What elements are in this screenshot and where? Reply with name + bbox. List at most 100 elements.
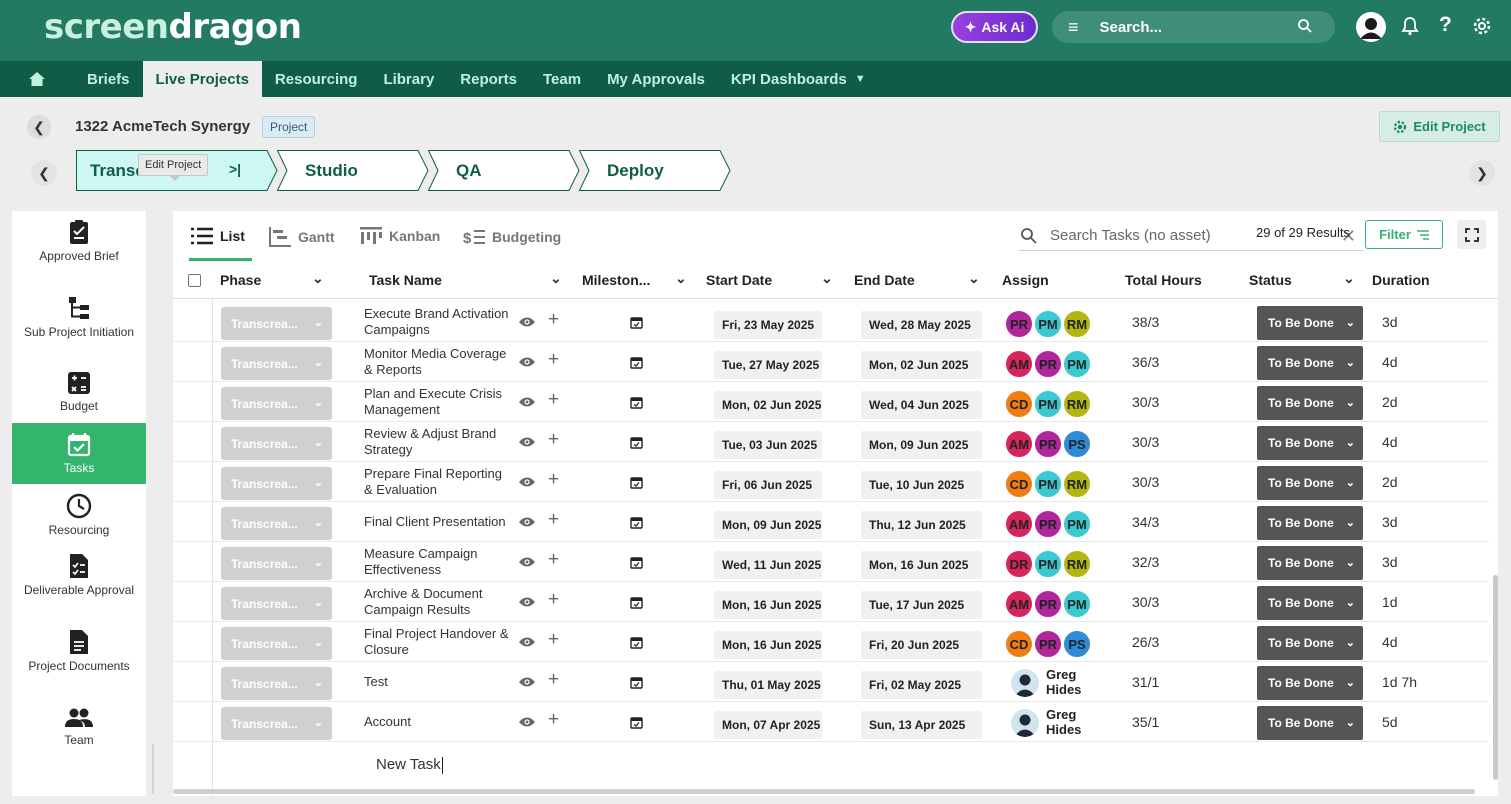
assignee-avatar[interactable]: CD bbox=[1005, 630, 1033, 658]
global-search-input[interactable]: Search... bbox=[1099, 18, 1163, 36]
assignee-avatar[interactable]: AM bbox=[1005, 430, 1033, 458]
nav-kpi-dashboards[interactable]: KPI Dashboards ▼ bbox=[718, 61, 879, 97]
chevron-down-icon[interactable]: ⌄ bbox=[675, 270, 687, 286]
eye-icon[interactable] bbox=[518, 675, 536, 693]
milestone-calendar-icon[interactable] bbox=[630, 316, 643, 334]
col-end-date[interactable]: End Date ⌄ bbox=[854, 270, 980, 288]
status-dropdown[interactable]: To Be Done ⌄ bbox=[1257, 666, 1363, 700]
tab-gantt[interactable]: Gantt bbox=[269, 227, 335, 247]
assignee-avatar[interactable]: PR bbox=[1034, 630, 1062, 658]
table-row[interactable]: Transcrea... ⌄ Measure Campaign Effectiven… bbox=[173, 542, 1489, 582]
assignee-avatar[interactable]: PM bbox=[1034, 310, 1062, 338]
chevron-down-icon[interactable]: ⌄ bbox=[968, 270, 980, 286]
global-search[interactable]: ≡ Search... bbox=[1052, 11, 1335, 43]
nav-reports[interactable]: Reports bbox=[460, 70, 517, 88]
nav-briefs[interactable]: Briefs bbox=[87, 70, 130, 88]
assignee-avatar[interactable]: PR bbox=[1034, 430, 1062, 458]
menu-icon[interactable]: ≡ bbox=[1068, 16, 1079, 37]
start-date[interactable]: Tue, 27 May 2025 bbox=[714, 351, 822, 379]
assignee-list[interactable]: AM PR PM bbox=[1005, 510, 1092, 538]
table-row[interactable]: Transcrea... ⌄ Review & Adjust Brand Strat… bbox=[173, 422, 1489, 462]
phase-dropdown[interactable]: Transcrea... ⌄ bbox=[221, 467, 332, 500]
assignee-avatar[interactable]: AM bbox=[1005, 510, 1033, 538]
assignee-avatar[interactable]: PM bbox=[1063, 510, 1091, 538]
add-subtask-icon[interactable]: + bbox=[548, 709, 560, 730]
milestone-calendar-icon[interactable] bbox=[630, 716, 643, 734]
ask-ai-button[interactable]: ✦ Ask Ai bbox=[951, 11, 1038, 43]
task-name[interactable]: Final Project Handover & Closure bbox=[364, 626, 509, 657]
milestone-calendar-icon[interactable] bbox=[630, 596, 643, 614]
sidebar-item-approved-brief[interactable]: Approved Brief bbox=[12, 219, 146, 264]
phase-dropdown[interactable]: Transcrea... ⌄ bbox=[221, 307, 332, 340]
col-assign[interactable]: Assign bbox=[1002, 272, 1049, 288]
table-row[interactable]: Transcrea... ⌄ Final Project Handover & Cl… bbox=[173, 622, 1489, 662]
new-task-input[interactable]: New Task bbox=[376, 756, 443, 774]
eye-icon[interactable] bbox=[518, 595, 536, 613]
end-date[interactable]: Mon, 09 Jun 2025 bbox=[861, 431, 982, 459]
sidebar-item-tasks[interactable]: Tasks bbox=[12, 423, 146, 484]
nav-library[interactable]: Library bbox=[383, 70, 435, 88]
person-avatar[interactable] bbox=[1011, 709, 1039, 737]
col-start-date[interactable]: Start Date ⌄ bbox=[706, 270, 833, 288]
milestone-calendar-icon[interactable] bbox=[630, 396, 643, 414]
table-row[interactable]: Transcrea... ⌄ Archive & Document Campaign… bbox=[173, 582, 1489, 622]
task-name[interactable]: Archive & Document Campaign Results bbox=[364, 586, 483, 617]
clear-search-icon[interactable]: ✕ bbox=[1340, 226, 1356, 246]
assignee-avatar[interactable]: PM bbox=[1034, 470, 1062, 498]
end-date[interactable]: Tue, 10 Jun 2025 bbox=[861, 471, 982, 499]
assignee-list[interactable]: DR PM RM bbox=[1005, 550, 1092, 578]
sidebar-item-budget[interactable]: Budget bbox=[12, 371, 146, 414]
milestone-calendar-icon[interactable] bbox=[630, 356, 643, 374]
start-date[interactable]: Mon, 07 Apr 2025 bbox=[714, 711, 822, 739]
end-date[interactable]: Mon, 16 Jun 2025 bbox=[861, 551, 982, 579]
end-date[interactable]: Mon, 02 Jun 2025 bbox=[861, 351, 982, 379]
start-date[interactable]: Fri, 06 Jun 2025 bbox=[714, 471, 822, 499]
start-date[interactable]: Thu, 01 May 2025 bbox=[714, 671, 822, 699]
assignee-avatar[interactable]: RM bbox=[1063, 390, 1091, 418]
task-search[interactable]: Search Tasks (no asset) ✕ bbox=[1019, 221, 1363, 251]
status-dropdown[interactable]: To Be Done ⌄ bbox=[1257, 426, 1363, 460]
eye-icon[interactable] bbox=[518, 395, 536, 413]
end-date[interactable]: Wed, 28 May 2025 bbox=[861, 311, 982, 339]
add-subtask-icon[interactable]: + bbox=[548, 469, 560, 490]
milestone-calendar-icon[interactable] bbox=[630, 636, 643, 654]
start-date[interactable]: Mon, 02 Jun 2025 bbox=[714, 391, 822, 419]
phase-dropdown[interactable]: Transcrea... ⌄ bbox=[221, 627, 332, 660]
status-dropdown[interactable]: To Be Done ⌄ bbox=[1257, 586, 1363, 620]
assignee-avatar[interactable]: CD bbox=[1005, 470, 1033, 498]
back-button[interactable]: ❮ bbox=[27, 115, 51, 139]
table-row[interactable]: Transcrea... ⌄ Monitor Media Coverage & Re… bbox=[173, 342, 1489, 382]
table-row[interactable]: Transcrea... ⌄ Prepare Final Reporting & E… bbox=[173, 462, 1489, 502]
add-subtask-icon[interactable]: + bbox=[548, 669, 560, 690]
task-name[interactable]: Measure Campaign Effectiveness bbox=[364, 546, 478, 577]
search-icon[interactable] bbox=[1297, 18, 1313, 34]
eye-icon[interactable] bbox=[518, 355, 536, 373]
end-date[interactable]: Tue, 17 Jun 2025 bbox=[861, 591, 982, 619]
assignee-avatar[interactable]: PM bbox=[1034, 550, 1062, 578]
assignee-list[interactable]: CD PR PS bbox=[1005, 630, 1092, 658]
status-dropdown[interactable]: To Be Done ⌄ bbox=[1257, 506, 1363, 540]
assignee-list[interactable]: AM PR PM bbox=[1005, 590, 1092, 618]
person-avatar[interactable] bbox=[1011, 669, 1039, 697]
sidebar-item-sub-project-initiation[interactable]: Sub Project Initiation bbox=[12, 295, 146, 340]
eye-icon[interactable] bbox=[518, 515, 536, 533]
nav-team[interactable]: Team bbox=[542, 70, 582, 88]
assignee-list[interactable]: CD PM RM bbox=[1005, 470, 1092, 498]
assignee-avatar[interactable]: AM bbox=[1005, 350, 1033, 378]
task-name[interactable]: Monitor Media Coverage & Reports bbox=[364, 346, 507, 377]
table-row[interactable]: Transcrea... ⌄ Test + Thu, 01 May 2025 Fri, 0… bbox=[173, 662, 1489, 702]
task-name[interactable]: Execute Brand Activation Campaigns bbox=[364, 306, 509, 337]
tab-budgeting[interactable]: $ Budgeting bbox=[463, 227, 561, 247]
milestone-calendar-icon[interactable] bbox=[630, 476, 643, 494]
eye-icon[interactable] bbox=[518, 715, 536, 733]
phase-dropdown[interactable]: Transcrea... ⌄ bbox=[221, 547, 332, 580]
start-date[interactable]: Tue, 03 Jun 2025 bbox=[714, 431, 822, 459]
chevron-down-icon[interactable]: ⌄ bbox=[821, 270, 833, 286]
eye-icon[interactable] bbox=[518, 475, 536, 493]
task-name[interactable]: Review & Adjust Brand Strategy bbox=[364, 426, 497, 457]
add-subtask-icon[interactable]: + bbox=[548, 429, 560, 450]
start-date[interactable]: Wed, 11 Jun 2025 bbox=[714, 551, 822, 579]
user-avatar[interactable] bbox=[1356, 12, 1386, 42]
col-duration[interactable]: Duration bbox=[1372, 272, 1430, 288]
add-subtask-icon[interactable]: + bbox=[548, 389, 560, 410]
